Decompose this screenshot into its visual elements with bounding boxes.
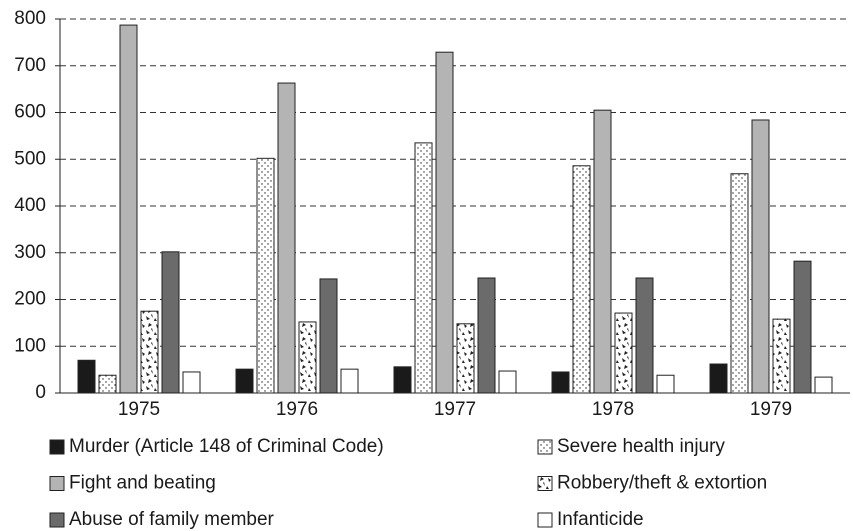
bar <box>793 260 812 394</box>
bar <box>572 165 591 394</box>
legend-label: Fight and beating <box>69 473 216 494</box>
bar <box>340 368 359 394</box>
y-tick-label: 100 <box>14 335 46 356</box>
legend-label: Infanticide <box>557 509 644 530</box>
legend-label: Severe health injury <box>557 436 725 457</box>
legend-swatch <box>537 512 553 528</box>
x-tick-label: 1978 <box>592 399 634 420</box>
bar <box>751 119 770 394</box>
bar <box>393 366 412 394</box>
bar <box>414 142 433 394</box>
y-tick-label: 800 <box>14 8 46 29</box>
y-tick-label: 200 <box>14 289 46 310</box>
bar <box>593 109 612 394</box>
y-tick-label: 0 <box>35 382 46 403</box>
bar <box>656 374 675 394</box>
legend-swatch <box>49 512 65 528</box>
bar <box>161 251 180 394</box>
y-tick-label: 700 <box>14 55 46 76</box>
bar <box>814 376 833 394</box>
legend-swatch <box>537 476 553 491</box>
legend-label: Murder (Article 148 of Criminal Code) <box>69 436 384 457</box>
legend-label: Abuse of family member <box>69 509 275 530</box>
y-tick-label: 300 <box>14 242 46 263</box>
bar <box>477 277 496 394</box>
x-tick-label: 1977 <box>434 399 476 420</box>
bar <box>498 370 517 394</box>
bar <box>182 371 201 394</box>
bar <box>140 310 159 394</box>
bar <box>298 321 317 394</box>
x-tick-label: 1979 <box>750 399 792 420</box>
y-tick-label: 600 <box>14 102 46 123</box>
x-tick-label: 1975 <box>118 399 160 420</box>
y-tick-label: 400 <box>14 195 46 216</box>
bar <box>98 374 117 394</box>
bar <box>614 312 633 394</box>
bar <box>119 24 138 394</box>
bar <box>256 157 275 394</box>
bar <box>235 368 254 394</box>
bar <box>709 363 728 394</box>
bar <box>635 277 654 394</box>
x-tick-label: 1976 <box>276 399 318 420</box>
legend-swatch <box>49 439 65 455</box>
legend-swatch <box>537 439 553 455</box>
bar <box>772 318 791 394</box>
bar <box>551 371 570 394</box>
bar <box>77 359 96 394</box>
legend-swatch <box>49 476 65 491</box>
y-tick-label: 500 <box>14 148 46 169</box>
bar <box>435 51 454 394</box>
legend-label: Robbery/theft & extortion <box>557 473 767 494</box>
bar <box>277 82 296 394</box>
bar <box>319 278 338 394</box>
bar <box>730 173 749 394</box>
bar <box>456 323 475 394</box>
